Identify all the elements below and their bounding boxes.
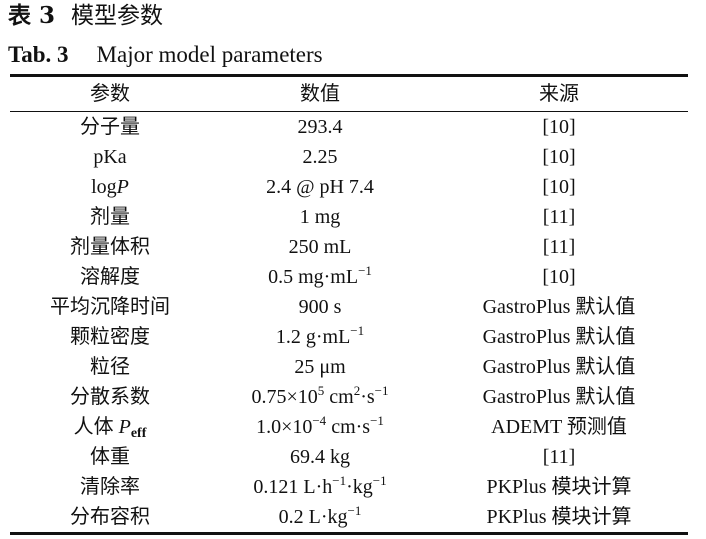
- table-row: 人体 Peff 1.0×10−4 cm·s−1 ADEMT 预测值: [10, 412, 688, 442]
- cell-value: 900 s: [298, 296, 342, 318]
- caption-cn-text: 模型参数: [71, 3, 164, 29]
- cell-value: 2.25: [302, 146, 338, 168]
- table-header-row: 参数 数值 来源: [10, 75, 688, 112]
- cell-param: 清除率: [80, 476, 140, 498]
- cell-source: GastroPlus 默认值: [482, 356, 636, 378]
- table-row: logP 2.4 @ pH 7.4 [10]: [10, 172, 688, 202]
- cell-param: 剂量: [90, 206, 130, 228]
- cell-value: 1.2 g·mL−1: [275, 323, 365, 348]
- cell-source: PKPlus 模块计算: [486, 476, 632, 498]
- table-caption-en: Tab. 3 Major model parameters: [8, 41, 323, 69]
- cell-value: 0.75×105 cm2·s−1: [251, 383, 389, 408]
- table-row: 体重 69.4 kg [11]: [10, 442, 688, 472]
- cell-param: 体重: [90, 446, 130, 468]
- cell-source: [10]: [542, 116, 576, 138]
- cell-value: 250 mL: [288, 236, 352, 258]
- cell-param: 平均沉降时间: [50, 296, 170, 318]
- cell-source: GastroPlus 默认值: [482, 386, 636, 408]
- header-param: 参数: [90, 83, 130, 105]
- table-row: 分子量 293.4 [10]: [10, 112, 688, 143]
- table-row: 平均沉降时间 900 s GastroPlus 默认值: [10, 292, 688, 322]
- cell-param: 分子量: [80, 116, 140, 138]
- cell-value: 293.4: [297, 116, 343, 138]
- cell-value: 1.0×10−4 cm·s−1: [256, 413, 384, 438]
- cell-source: GastroPlus 默认值: [482, 296, 636, 318]
- cell-source: GastroPlus 默认值: [482, 326, 636, 348]
- table-body: 分子量 293.4 [10] pKa 2.25 [10] logP 2.4 @ pH 7.4 […: [10, 112, 688, 534]
- cell-source: [10]: [542, 266, 576, 288]
- cell-source: [10]: [542, 176, 576, 198]
- cell-source: [11]: [542, 236, 576, 258]
- table-row: 剂量体积 250 mL [11]: [10, 232, 688, 262]
- table-row: 分布容积 0.2 L·kg−1 PKPlus 模块计算: [10, 502, 688, 534]
- cell-param: 分散系数: [70, 386, 150, 408]
- cell-source: [11]: [542, 446, 576, 468]
- cell-value: 0.5 mg·mL−1: [268, 263, 372, 288]
- table-row: 分散系数 0.75×105 cm2·s−1 GastroPlus 默认值: [10, 382, 688, 412]
- table-row: 清除率 0.121 L·h−1·kg−1 PKPlus 模块计算: [10, 472, 688, 502]
- cell-param: 分布容积: [70, 506, 150, 528]
- table-row: 颗粒密度 1.2 g·mL−1 GastroPlus 默认值: [10, 322, 688, 352]
- cell-param: pKa: [93, 146, 127, 168]
- table-row: 粒径 25 μm GastroPlus 默认值: [10, 352, 688, 382]
- cell-value: 0.2 L·kg−1: [278, 503, 362, 528]
- cell-value: 2.4 @ pH 7.4: [266, 176, 374, 198]
- table-row: 溶解度 0.5 mg·mL−1 [10]: [10, 262, 688, 292]
- cell-param: 粒径: [90, 356, 130, 378]
- cell-param: 剂量体积: [70, 236, 150, 258]
- table-row: pKa 2.25 [10]: [10, 142, 688, 172]
- table-caption-cn: 表 3 模型参数: [8, 2, 163, 30]
- cell-value: 25 μm: [294, 356, 346, 378]
- cell-value: 69.4 kg: [290, 446, 350, 468]
- parameter-table: 参数 数值 来源 分子量 293.4 [10] pKa 2.25 [10] logP 2.4 …: [10, 74, 688, 535]
- cell-source: [11]: [542, 206, 576, 228]
- cell-param: 颗粒密度: [70, 326, 150, 348]
- cell-source: ADEMT 预测值: [491, 416, 627, 438]
- cell-param: logP: [91, 176, 129, 198]
- table-row: 剂量 1 mg [11]: [10, 202, 688, 232]
- cell-source: PKPlus 模块计算: [486, 506, 632, 528]
- cell-param: 溶解度: [80, 266, 140, 288]
- header-source: 来源: [539, 83, 579, 105]
- cell-value: 0.121 L·h−1·kg−1: [253, 473, 387, 498]
- caption-en-text: Major model parameters: [96, 42, 323, 67]
- caption-cn-label: 表 3: [8, 2, 56, 29]
- cell-value: 1 mg: [299, 206, 341, 228]
- header-value: 数值: [300, 83, 340, 105]
- cell-source: [10]: [542, 146, 576, 168]
- caption-en-label: Tab. 3: [8, 42, 69, 67]
- cell-param: 人体 Peff: [73, 416, 147, 441]
